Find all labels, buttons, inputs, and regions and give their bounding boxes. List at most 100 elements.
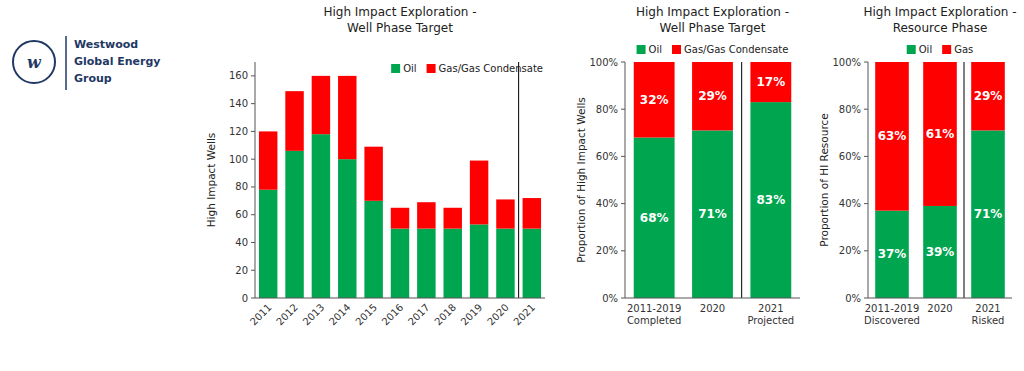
y-tick <box>864 109 868 110</box>
data-label: 29% <box>698 89 727 103</box>
data-label: 68% <box>640 211 669 225</box>
y-tick <box>621 203 625 204</box>
y-tick <box>251 131 255 132</box>
y-tick <box>621 62 625 63</box>
y-tick <box>621 109 625 110</box>
bar <box>285 91 303 151</box>
x-tick-label: 2020 <box>927 303 952 314</box>
y-tick-label: 20% <box>596 245 618 256</box>
bar <box>285 151 303 298</box>
data-labels: 37%39%71%63%61%29% <box>878 89 1003 261</box>
x-tick-label-line: Projected <box>747 315 794 326</box>
x-tick-label-line: 2020 <box>700 303 725 314</box>
chart: High Impact Exploration - Well Phase Targ… <box>575 5 800 326</box>
y-tick <box>251 159 255 160</box>
bars <box>634 62 792 298</box>
bar <box>692 130 733 298</box>
data-label: 37% <box>878 247 907 261</box>
y-tick-label: 0% <box>845 293 861 304</box>
x-tick-label: 2018 <box>432 302 458 328</box>
bar <box>523 198 541 229</box>
y-tick-label: 140 <box>229 98 248 109</box>
bar <box>417 229 435 298</box>
title: High Impact Exploration - <box>863 5 1016 19</box>
x-tick-label: 2021Risked <box>972 303 1005 326</box>
x-tick-label: 2013 <box>301 302 327 328</box>
chart: High Impact Exploration -Well Phase Targ… <box>205 5 545 327</box>
y-tick-label: 120 <box>229 126 248 137</box>
legend-label: Gas/Gas Condensate <box>439 63 543 74</box>
logo-text: Westwood <box>74 38 138 51</box>
y-tick-label: 160 <box>229 70 248 81</box>
y-axis <box>625 62 626 298</box>
y-tick-label: 0% <box>602 293 618 304</box>
legend-swatch <box>672 45 681 54</box>
y-tick <box>251 270 255 271</box>
data-label: 29% <box>974 89 1003 103</box>
y-tick-label: 40% <box>839 198 861 209</box>
y-tick <box>864 250 868 251</box>
bar <box>417 202 435 228</box>
x-tick-label: 2020 <box>485 302 511 328</box>
bars <box>259 76 541 298</box>
legend-label: Oil <box>649 44 662 55</box>
x-tick-label-line: Discovered <box>864 315 920 326</box>
x-tick-label: 2015 <box>353 302 379 328</box>
x-tick-label: 2011-2019Discovered <box>864 303 920 326</box>
y-tick <box>864 156 868 157</box>
y-tick-label: 80% <box>596 104 618 115</box>
y-tick-label: 80% <box>839 104 861 115</box>
bar <box>259 131 277 189</box>
y-tick <box>251 186 255 187</box>
bar <box>971 130 1005 298</box>
bar <box>364 147 382 201</box>
y-tick <box>621 250 625 251</box>
y-tick <box>864 298 868 299</box>
bar <box>312 134 330 298</box>
y-tick-label: 60% <box>596 151 618 162</box>
x-tick-label: 2011-2019Completed <box>627 303 682 326</box>
title: High Impact Exploration - <box>636 5 789 19</box>
divider <box>964 62 965 298</box>
y-label: Proportion of High Impact Wells <box>575 97 587 263</box>
x-tick-label-line: 2011-2019 <box>865 303 920 314</box>
data-label: 71% <box>974 207 1003 221</box>
logo-circle <box>13 41 55 83</box>
bar <box>523 229 541 298</box>
bar <box>444 208 462 229</box>
y-tick <box>251 103 255 104</box>
x-axis <box>255 298 545 299</box>
y-tick <box>621 298 625 299</box>
legend-label: Oil <box>403 63 416 74</box>
y-tick <box>864 62 868 63</box>
logo: wWestwoodGlobal EnergyGroup <box>13 36 161 90</box>
y-label: Proportion of HI Resource <box>818 113 830 246</box>
y-tick-label: 60% <box>839 151 861 162</box>
x-tick-label: 2020 <box>700 303 725 314</box>
legend: Oil Gas <box>907 44 974 55</box>
bar <box>312 76 330 134</box>
x-tick-label: 2014 <box>327 302 353 328</box>
logo-mark: w <box>27 53 42 72</box>
bar <box>364 201 382 298</box>
x-tick-label: 2016 <box>380 302 406 328</box>
y-tick <box>251 214 255 215</box>
x-axis <box>625 298 800 299</box>
x-tick-label: 2019 <box>459 302 485 328</box>
y-tick <box>251 75 255 76</box>
y-tick-label: 40 <box>235 237 248 248</box>
chart: High Impact Exploration -Resource Phase3… <box>818 5 1017 326</box>
y-axis <box>255 62 256 298</box>
data-label: 63% <box>878 129 907 143</box>
divider <box>741 62 742 298</box>
legend-label: Gas <box>954 44 973 55</box>
x-tick-label: 2021 <box>511 302 537 328</box>
data-label: 17% <box>756 75 785 89</box>
bar <box>259 190 277 298</box>
bar <box>750 102 791 298</box>
subtitle: Well Phase Target <box>660 21 766 35</box>
legend: Oil Gas/Gas Condensate <box>391 63 543 74</box>
legend-label: Oil <box>919 44 932 55</box>
y-label: High Impact Wells <box>205 133 217 228</box>
x-tick-label-line: Risked <box>972 315 1005 326</box>
